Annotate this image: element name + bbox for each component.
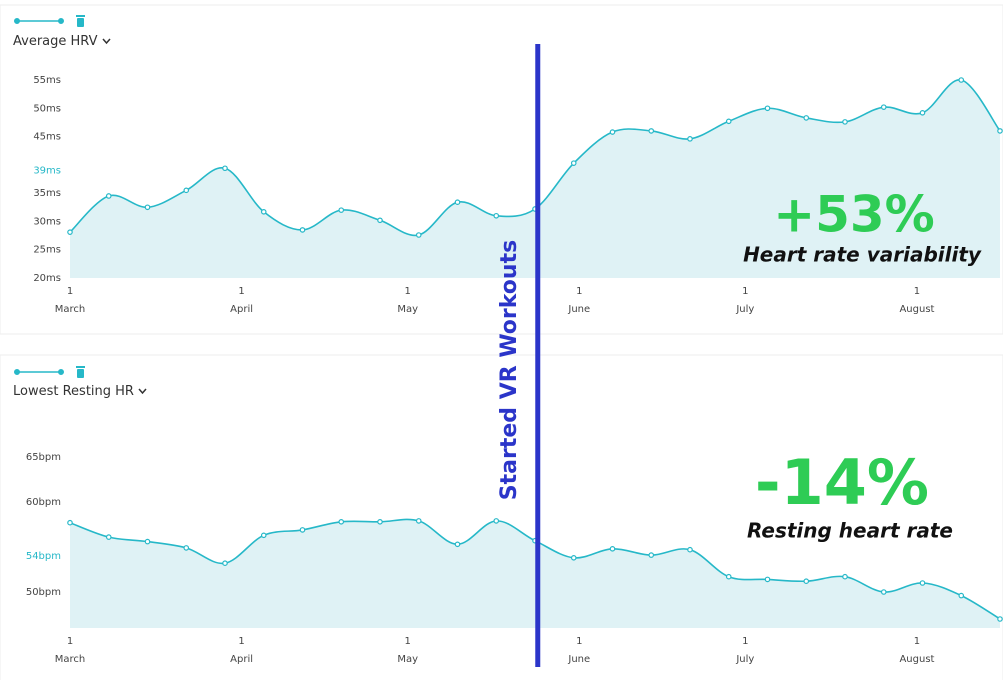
y-tick-label: 60bpm: [26, 497, 61, 508]
y-tick-label: 65bpm: [26, 452, 61, 463]
change-caption: Heart rate variability: [743, 243, 982, 267]
point: [183, 187, 190, 194]
area: [70, 79, 1000, 279]
metric-dropdown[interactable]: Lowest Resting HR: [13, 384, 147, 399]
point: [570, 160, 577, 166]
y-tick-label: 45ms: [33, 132, 61, 143]
x-tick-label: 1 July: [736, 286, 755, 315]
point: [493, 212, 500, 219]
point: [997, 128, 1003, 134]
point: [415, 518, 422, 524]
annotation-text: Started VR Workouts: [497, 240, 522, 500]
point: [338, 518, 345, 525]
point: [338, 207, 345, 213]
point: [687, 136, 693, 142]
point: [67, 229, 73, 235]
y-tick-label: 50ms: [33, 103, 61, 114]
point: [260, 209, 267, 215]
point: [570, 554, 577, 561]
y-tick-label: 35ms: [33, 188, 61, 199]
legend-icon: [14, 18, 64, 375]
point: [260, 532, 267, 539]
point: [958, 77, 965, 83]
y-tick-label: 55ms: [33, 75, 61, 86]
y-tick-label: 20ms: [33, 273, 61, 284]
x-tick-label: 1 May: [397, 636, 419, 665]
x-tick-label: 1 April: [230, 286, 254, 315]
x-tick-label: 1 August: [899, 636, 935, 665]
metric-dropdown[interactable]: Average HRV: [13, 34, 111, 49]
chevron: [102, 38, 111, 45]
point: [919, 580, 926, 586]
point: [454, 199, 461, 205]
point: [880, 104, 887, 110]
average-label: 54bpm: [26, 551, 61, 562]
point: [997, 616, 1003, 622]
area: [70, 519, 1000, 628]
point: [764, 576, 771, 583]
change-caption: Resting heart rate: [747, 519, 953, 543]
x-tick-label: 1 March: [54, 636, 86, 665]
point: [105, 534, 112, 540]
metric-label: Lowest Resting HR: [13, 384, 134, 399]
point: [958, 592, 965, 599]
point: [609, 129, 616, 135]
point: [648, 128, 655, 134]
point: [842, 573, 848, 580]
change-value: -14%: [755, 446, 929, 519]
change-value: +53%: [773, 186, 935, 244]
x-tick-label: 1 June: [568, 636, 591, 665]
y-tick-label: 25ms: [33, 245, 61, 256]
point: [67, 519, 73, 526]
chevron: [138, 388, 147, 395]
point: [609, 545, 616, 552]
point: [454, 541, 461, 548]
point: [144, 538, 151, 545]
point: [880, 589, 887, 595]
point: [299, 527, 306, 533]
point: [222, 165, 228, 172]
point: [183, 545, 190, 551]
point: [299, 227, 306, 233]
point: [919, 110, 926, 116]
point: [105, 193, 112, 199]
point: [377, 217, 383, 224]
x-tick-label: 1 April: [230, 636, 254, 665]
point: [725, 573, 732, 580]
point: [648, 552, 655, 558]
x-tick-label: 1 August: [899, 286, 935, 315]
point: [144, 204, 151, 211]
point: [493, 518, 500, 524]
point: [687, 546, 693, 553]
x-tick-label: 1 May: [397, 286, 419, 315]
x-tick-label: 1 July: [736, 636, 755, 665]
x-tick-label: 1 June: [568, 286, 591, 315]
point: [842, 119, 848, 125]
delete-icon[interactable]: [76, 15, 85, 378]
y-tick-label: 50bpm: [26, 587, 61, 598]
point: [803, 115, 810, 121]
metric-label: Average HRV: [13, 34, 98, 49]
point: [803, 578, 810, 585]
average-label: 39ms: [33, 166, 61, 177]
point: [377, 518, 383, 525]
y-tick-label: 30ms: [33, 216, 61, 227]
point: [725, 118, 732, 125]
point: [764, 105, 771, 112]
x-tick-label: 1 March: [54, 286, 86, 315]
point: [222, 560, 228, 567]
point: [415, 232, 422, 238]
